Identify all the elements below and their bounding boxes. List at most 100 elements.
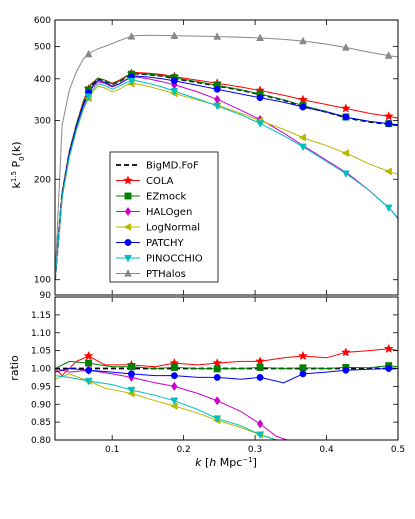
bottom-marker-patchy (213, 373, 221, 381)
bottom-marker-pinocchio (127, 386, 136, 395)
top-line-halogen (55, 76, 398, 280)
bottom-marker-halogen (256, 419, 264, 429)
top-marker-pthalos (170, 31, 179, 39)
top-y-axis-label: k1.5 P0(k) (10, 141, 26, 188)
top-y-tick-label: 100 (34, 276, 51, 286)
bottom-marker-patchy (85, 366, 93, 374)
legend-item-bigmd-fof: BigMD.FoF (116, 161, 199, 172)
top-marker-pinocchio (341, 170, 350, 178)
bottom-marker-pinocchio (213, 415, 222, 423)
bottom-marker-ezmock (256, 363, 264, 371)
legend-marker-cola (123, 175, 133, 185)
top-marker-pthalos (84, 49, 93, 58)
top-marker-cola (383, 111, 394, 121)
top-y-tick-label: 200 (34, 175, 51, 185)
legend-item-pinocchio: PINOCCHIO (116, 254, 203, 265)
top-marker-pinocchio (213, 102, 222, 111)
bottom-marker-cola (83, 350, 94, 361)
legend-marker-halogen (124, 206, 132, 217)
legend-label: PTHalos (146, 269, 186, 280)
legend-marker-patchy (124, 239, 132, 246)
bottom-y-tick-label: 1.15 (31, 311, 51, 321)
bottom-y-tick-label: 0.85 (31, 418, 51, 428)
top-marker-pinocchio (170, 88, 179, 96)
legend-label: EZmock (146, 192, 187, 203)
bottom-marker-cola (212, 357, 223, 368)
bottom-y-tick-label: 1.05 (31, 347, 51, 357)
top-marker-lognormal (298, 133, 307, 142)
top-marker-pinocchio (299, 143, 307, 152)
x-tick-label: 0.1 (105, 445, 119, 455)
top-marker-pinocchio (84, 93, 93, 101)
power-spectrum-panel: 90 100 200 300 400 500 600 k1.5 P0(k) BigMD.Fo… (10, 16, 399, 301)
top-line-lognormal (55, 82, 398, 280)
top-line-patchy (55, 75, 398, 280)
x-tick-label: 0.5 (391, 445, 405, 455)
bottom-y-axis-label: ratio (8, 355, 21, 381)
bottom-line-ezmock (55, 360, 398, 370)
bottom-marker-patchy (342, 366, 350, 374)
legend-marker-ezmock (124, 192, 132, 200)
x-axis-label: k [h Mpc−1] (195, 456, 257, 469)
x-tick-label: 0.2 (176, 445, 190, 455)
legend-label: BigMD.FoF (146, 161, 199, 172)
bottom-marker-halogen (214, 396, 221, 406)
legend: BigMD.FoF COLA EZmock HALOgen LogNormal PATCH… (109, 151, 219, 283)
bottom-series-markers (83, 343, 394, 440)
bottom-marker-ezmock (170, 363, 178, 371)
legend-item-halogen: HALOgen (116, 206, 192, 218)
top-marker-pinocchio (384, 204, 393, 213)
top-line-ezmock (55, 72, 398, 280)
bottom-y-tick-label: 0.95 (31, 382, 51, 392)
bottom-y-tick-label: 0.90 (31, 400, 51, 410)
top-marker-pinocchio (127, 77, 136, 86)
top-line-pthalos (55, 34, 398, 280)
top-marker-pthalos (256, 33, 265, 42)
top-series-markers (83, 31, 394, 213)
bottom-y-tick-label: 1.00 (31, 365, 51, 375)
bottom-marker-ezmock (85, 359, 93, 367)
top-y-tick-label: 400 (34, 75, 51, 85)
bottom-marker-cola (255, 356, 266, 366)
top-marker-pthalos (341, 43, 350, 51)
top-y-tick-label: 500 (34, 42, 51, 52)
legend-marker-pthalos (124, 269, 132, 277)
legend-item-lognormal: LogNormal (116, 223, 200, 234)
legend-label: PATCHY (146, 238, 184, 249)
top-y-ticks: 90 100 200 300 400 500 600 (34, 16, 398, 301)
top-y-tick-label: 300 (34, 116, 51, 126)
ratio-panel: 0.800.850.900.951.001.051.101.15 0.1 0.2 0… (8, 296, 405, 469)
top-marker-lognormal (384, 167, 392, 176)
legend-marker-lognormal (123, 223, 132, 231)
legend-label: HALOgen (146, 207, 192, 218)
top-y-tick-label: 600 (34, 16, 51, 26)
bottom-marker-ezmock (128, 363, 135, 371)
legend-item-patchy: PATCHY (116, 238, 184, 249)
legend-item-ezmock: EZmock (116, 192, 187, 203)
legend-marker-pinocchio (124, 254, 132, 263)
bottom-y-ticks: 0.80 0.85 0.90 0.95 1.00 1.05 1.10 1.15 (31, 311, 398, 446)
bottom-marker-pinocchio (170, 397, 179, 406)
top-marker-pthalos (384, 51, 393, 59)
top-marker-patchy (342, 113, 350, 121)
bottom-x-ticks: 0.1 0.2 0.3 0.4 0.5 (105, 297, 405, 455)
bottom-line-patchy (55, 367, 398, 384)
top-marker-pinocchio (256, 120, 265, 128)
bottom-marker-ezmock (299, 364, 307, 372)
bottom-series-lines (55, 348, 398, 440)
bottom-marker-halogen (171, 381, 178, 391)
top-marker-patchy (256, 94, 264, 102)
x-tick-label: 0.3 (248, 445, 262, 455)
top-marker-pthalos (127, 32, 136, 40)
top-marker-lognormal (341, 149, 349, 158)
top-marker-pthalos (213, 32, 222, 40)
top-series-lines (55, 34, 398, 280)
bottom-marker-pinocchio (84, 377, 93, 386)
legend-label: LogNormal (146, 223, 200, 234)
bottom-marker-lognormal (169, 402, 178, 410)
legend-item-cola: COLA (116, 175, 174, 187)
bottom-axes-frame (54, 296, 399, 441)
legend-label: COLA (146, 176, 174, 187)
bottom-marker-ezmock (213, 365, 221, 373)
